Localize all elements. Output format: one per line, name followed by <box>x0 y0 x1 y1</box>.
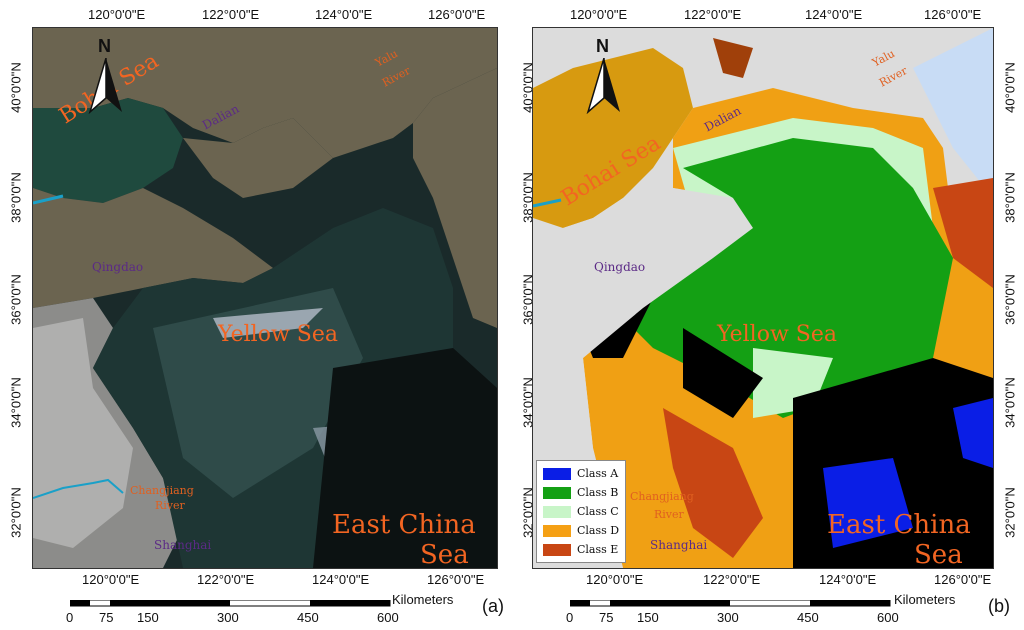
north-letter: N <box>98 36 111 56</box>
lat-label-right-34: 34°0'0"N <box>1002 377 1018 428</box>
legend-label-class-a: Class A <box>577 467 619 480</box>
scale-tick-0: 0 <box>66 610 74 625</box>
lat-label-38: 38°0'0"N <box>8 172 24 223</box>
lon-label-bottom-120: 120°0'0"E <box>586 572 644 587</box>
panel-a: 120°0'0"E 122°0'0"E 124°0'0"E 126°0'0"E … <box>8 7 505 625</box>
lat-label-right-40: 40°0'0"N <box>1002 62 1018 113</box>
lat-label-right-36: 36°0'0"N <box>1002 274 1018 325</box>
lon-label-126: 126°0'0"E <box>924 7 982 22</box>
scale-tick-0: 0 <box>566 610 574 625</box>
changjiang-river-label-line2: River <box>155 499 185 512</box>
legend-swatch-class-b <box>543 486 571 499</box>
legend-item-class-e: Class E <box>543 540 619 559</box>
panel-tag-b: (b) <box>988 596 1010 616</box>
legend-label-class-b: Class B <box>577 486 619 499</box>
lon-label-122: 122°0'0"E <box>684 7 742 22</box>
legend-swatch-class-e <box>543 543 571 556</box>
class-legend: Class A Class B Class C Class D Class E <box>536 460 627 563</box>
panel-tag-a: (a) <box>482 596 504 616</box>
scale-tick-450: 450 <box>297 610 319 625</box>
legend-item-class-c: Class C <box>543 502 619 521</box>
scale-unit-label: Kilometers <box>392 592 454 607</box>
scale-tick-600: 600 <box>877 610 899 625</box>
lon-label-120: 120°0'0"E <box>570 7 628 22</box>
lon-label-126: 126°0'0"E <box>428 7 486 22</box>
lat-label-right-32: 32°0'0"N <box>1002 487 1018 538</box>
north-letter: N <box>596 36 609 56</box>
legend-swatch-class-a <box>543 467 571 480</box>
changjiang-river-label-line2: River <box>654 508 684 521</box>
legend-item-class-b: Class B <box>543 483 619 502</box>
qingdao-label: Qingdao <box>594 260 646 274</box>
lon-label-bottom-122: 122°0'0"E <box>703 572 761 587</box>
scale-tick-150: 150 <box>137 610 159 625</box>
legend-swatch-class-d <box>543 524 571 537</box>
scale-tick-75: 75 <box>99 610 114 625</box>
lat-label-32: 32°0'0"N <box>8 487 24 538</box>
north-arrow-icon <box>586 58 620 114</box>
legend-label-class-e: Class E <box>577 543 619 556</box>
lat-label-36: 36°0'0"N <box>8 274 24 325</box>
scale-tick-150: 150 <box>637 610 659 625</box>
scale-bar <box>70 600 391 607</box>
north-arrow-icon <box>88 58 122 114</box>
lon-label-bottom-124: 124°0'0"E <box>819 572 877 587</box>
lon-label-120: 120°0'0"E <box>88 7 146 22</box>
east-china-sea-label-line2: Sea <box>914 540 963 570</box>
scale-tick-600: 600 <box>377 610 399 625</box>
lat-label-40: 40°0'0"N <box>8 62 24 113</box>
scale-tick-75: 75 <box>599 610 614 625</box>
lon-label-bottom-126: 126°0'0"E <box>934 572 992 587</box>
lon-label-bottom-122: 122°0'0"E <box>197 572 255 587</box>
legend-item-class-d: Class D <box>543 521 619 540</box>
qingdao-label: Qingdao <box>92 260 144 274</box>
east-china-sea-label-line1: East China <box>332 510 476 540</box>
lat-label-34: 34°0'0"N <box>8 377 24 428</box>
scale-tick-300: 300 <box>717 610 739 625</box>
changjiang-river-label-line1: Changjiang <box>130 484 194 497</box>
lon-label-124: 124°0'0"E <box>315 7 373 22</box>
east-china-sea-label-line2: Sea <box>420 540 469 570</box>
yellow-sea-label: Yellow Sea <box>218 322 338 347</box>
lon-label-bottom-126: 126°0'0"E <box>427 572 485 587</box>
changjiang-river-label-line1: Changjiang <box>630 490 694 503</box>
shanghai-label: Shanghai <box>650 538 708 552</box>
scale-tick-450: 450 <box>797 610 819 625</box>
scale-unit-label: Kilometers <box>894 592 956 607</box>
lon-label-bottom-120: 120°0'0"E <box>82 572 140 587</box>
yellow-sea-label: Yellow Sea <box>717 322 837 347</box>
lon-label-bottom-124: 124°0'0"E <box>312 572 370 587</box>
satellite-map-image <box>32 27 498 569</box>
lat-label-right-38: 38°0'0"N <box>1002 172 1018 223</box>
scale-bar <box>570 600 891 607</box>
legend-swatch-class-c <box>543 505 571 518</box>
legend-item-class-a: Class A <box>543 464 619 483</box>
panel-b: 120°0'0"E 122°0'0"E 124°0'0"E 126°0'0"E … <box>512 0 1024 630</box>
east-china-sea-label-line1: East China <box>827 510 971 540</box>
scale-tick-300: 300 <box>217 610 239 625</box>
lon-label-124: 124°0'0"E <box>805 7 863 22</box>
lon-label-122: 122°0'0"E <box>202 7 260 22</box>
legend-label-class-c: Class C <box>577 505 619 518</box>
legend-label-class-d: Class D <box>577 524 620 537</box>
shanghai-label: Shanghai <box>154 538 212 552</box>
